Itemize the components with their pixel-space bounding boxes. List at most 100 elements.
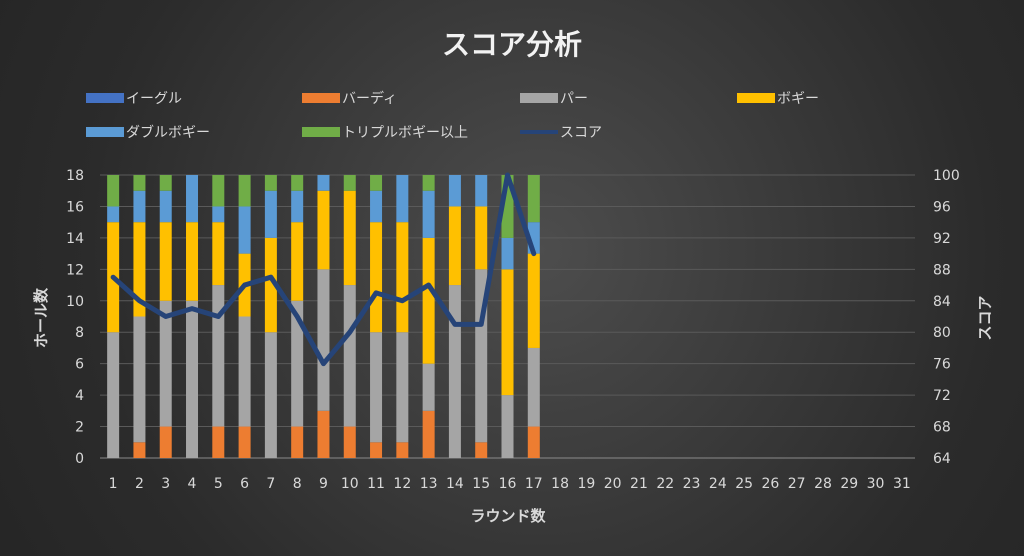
bar-segment bbox=[527, 253, 540, 348]
bar-segment bbox=[317, 269, 330, 411]
bar-segment bbox=[396, 442, 409, 458]
bar-segment bbox=[448, 175, 461, 207]
bars bbox=[107, 175, 540, 458]
bar-segment bbox=[212, 206, 225, 223]
bar-segment bbox=[212, 175, 225, 207]
bar-segment bbox=[212, 426, 225, 458]
x-tick-label: 14 bbox=[446, 476, 464, 492]
y-tick-label: 6 bbox=[75, 357, 84, 373]
x-tick-label: 9 bbox=[319, 476, 328, 492]
x-tick-label: 11 bbox=[367, 476, 385, 492]
bar-segment bbox=[527, 426, 540, 458]
bar-segment bbox=[291, 190, 304, 223]
bar-segment bbox=[422, 190, 435, 238]
bar-segment bbox=[159, 300, 172, 427]
bar-segment bbox=[370, 442, 383, 458]
bar-segment bbox=[343, 285, 356, 427]
y-tick-label: 2 bbox=[75, 420, 84, 436]
y2-axis-label: スコア bbox=[976, 295, 994, 340]
bar-segment bbox=[317, 410, 330, 458]
legend-label: ボギー bbox=[777, 91, 819, 107]
x-tick-label: 1 bbox=[109, 476, 118, 492]
legend-swatch bbox=[520, 93, 558, 103]
x-tick-label: 4 bbox=[188, 476, 197, 492]
bar-segment bbox=[422, 410, 435, 458]
y2-tick-label: 64 bbox=[933, 451, 951, 467]
legend-swatch bbox=[302, 127, 340, 137]
bar-segment bbox=[186, 300, 199, 458]
x-tick-label: 24 bbox=[709, 476, 727, 492]
y-tick-label: 16 bbox=[66, 199, 84, 215]
legend-label: パー bbox=[560, 91, 588, 107]
legend-swatch bbox=[86, 93, 124, 103]
bar-segment bbox=[475, 175, 488, 207]
x-tick-label: 2 bbox=[135, 476, 144, 492]
legend-item: ボギー bbox=[737, 91, 819, 107]
legend-item: トリプルボギー以上 bbox=[302, 125, 468, 141]
x-tick-label: 15 bbox=[472, 476, 490, 492]
x-tick-label: 29 bbox=[840, 476, 858, 492]
bar-segment bbox=[317, 175, 330, 191]
legend-item: ダブルボギー bbox=[86, 124, 210, 141]
bar-segment bbox=[370, 190, 383, 223]
x-tick-label: 26 bbox=[761, 476, 779, 492]
bar-segment bbox=[475, 442, 488, 458]
bar-segment bbox=[159, 190, 172, 223]
x-tick-label: 28 bbox=[814, 476, 832, 492]
bar-segment bbox=[501, 269, 514, 396]
bar-segment bbox=[396, 175, 409, 223]
bar-segment bbox=[238, 206, 251, 254]
legend-label: バーディ bbox=[342, 90, 397, 107]
bar-segment bbox=[159, 426, 172, 458]
x-tick-label: 31 bbox=[893, 476, 911, 492]
legend-item: バーディ bbox=[302, 90, 397, 107]
legend-item: イーグル bbox=[86, 91, 182, 107]
legend-label: ダブルボギー bbox=[126, 124, 210, 141]
bar-segment bbox=[370, 222, 383, 333]
x-tick-label: 12 bbox=[393, 476, 411, 492]
x-tick-label: 5 bbox=[214, 476, 223, 492]
bar-segment bbox=[238, 426, 251, 458]
bar-segment bbox=[107, 332, 120, 458]
bar-segment bbox=[133, 222, 146, 317]
x-tick-label: 21 bbox=[630, 476, 648, 492]
x-tick-label: 20 bbox=[604, 476, 622, 492]
x-tick-label: 23 bbox=[683, 476, 701, 492]
bar-segment bbox=[527, 175, 540, 223]
legend-swatch bbox=[737, 93, 775, 103]
bar-segment bbox=[133, 316, 146, 443]
bar-segment bbox=[343, 426, 356, 458]
bar-segment bbox=[107, 206, 120, 223]
x-tick-label: 30 bbox=[867, 476, 885, 492]
bar-segment bbox=[133, 190, 146, 223]
bar-segment bbox=[396, 222, 409, 333]
bar-segment bbox=[448, 206, 461, 286]
bar-segment bbox=[475, 206, 488, 270]
bar-segment bbox=[291, 300, 304, 427]
x-tick-label: 25 bbox=[735, 476, 753, 492]
y2-tick-label: 76 bbox=[933, 357, 951, 373]
y2-tick-label: 80 bbox=[933, 325, 951, 341]
y-tick-label: 12 bbox=[66, 262, 84, 278]
y2-tick-label: 96 bbox=[933, 199, 951, 215]
legend-swatch bbox=[302, 93, 340, 103]
y2-tick-label: 72 bbox=[933, 388, 951, 404]
x-tick-label: 19 bbox=[577, 476, 595, 492]
legend-label: イーグル bbox=[126, 91, 182, 107]
bar-segment bbox=[186, 222, 199, 301]
bar-segment bbox=[238, 316, 251, 427]
x-tick-label: 8 bbox=[293, 476, 302, 492]
y2-tick-label: 88 bbox=[933, 262, 951, 278]
x-tick-label: 7 bbox=[266, 476, 275, 492]
y-tick-label: 0 bbox=[75, 451, 84, 467]
x-tick-label: 18 bbox=[551, 476, 569, 492]
bar-segment bbox=[291, 426, 304, 458]
x-tick-label: 16 bbox=[499, 476, 517, 492]
y-tick-label: 14 bbox=[66, 231, 84, 247]
bar-segment bbox=[317, 190, 330, 270]
bar-segment bbox=[238, 175, 251, 207]
bar-segment bbox=[422, 175, 435, 191]
bar-segment bbox=[159, 175, 172, 191]
